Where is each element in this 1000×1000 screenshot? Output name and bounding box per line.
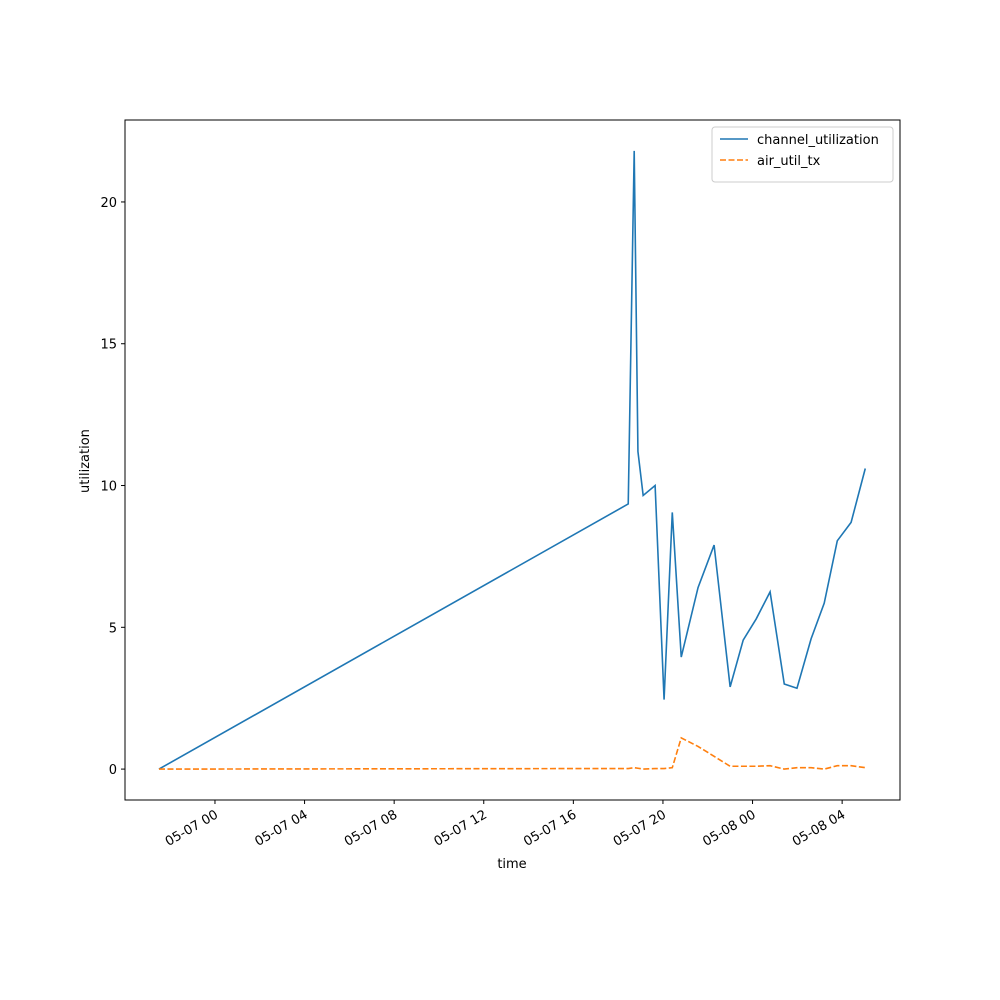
legend-label: air_util_tx — [757, 154, 821, 169]
data-line — [158, 150, 867, 770]
y-axis-label: utilization — [78, 429, 93, 493]
y-tick-label: 15 — [100, 338, 117, 353]
legend-box — [711, 126, 894, 183]
plot-frame — [124, 119, 901, 801]
x-axis-label: time — [497, 857, 526, 872]
y-tick-label: 5 — [109, 621, 117, 636]
y-tick-label: 20 — [100, 196, 117, 211]
y-tick-label: 10 — [100, 480, 117, 495]
legend-label: channel_utilization — [757, 133, 879, 148]
y-tick-label: 0 — [109, 763, 117, 778]
data-line — [158, 736, 866, 770]
